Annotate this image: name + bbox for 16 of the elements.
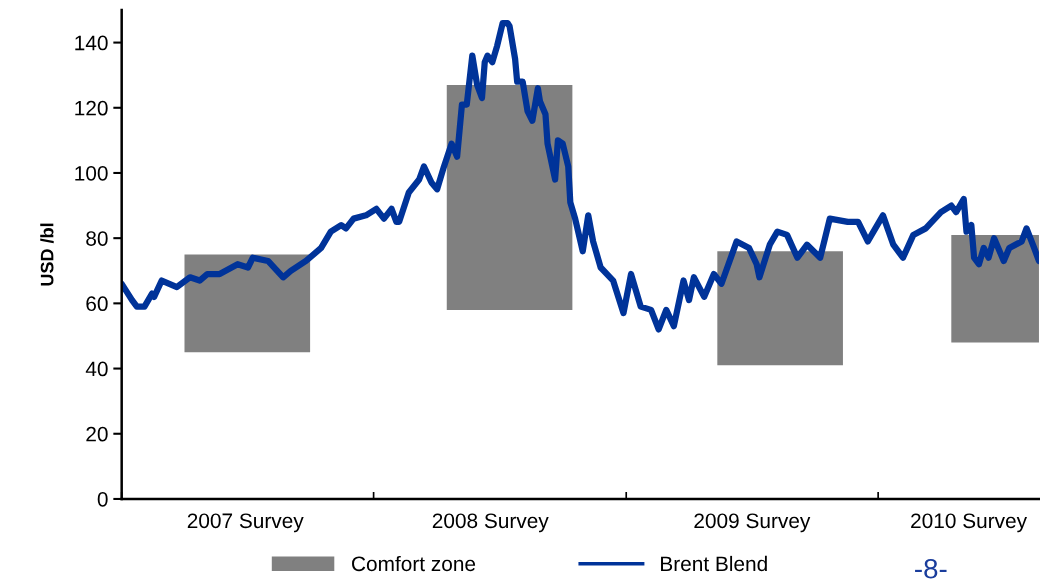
x-tick-label: 2008 Survey [432, 513, 549, 533]
y-tick-label: 80 [86, 231, 108, 246]
y-axis-title: USD /bl [40, 223, 54, 286]
y-tick-label: 40 [85, 361, 108, 377]
x-tick-label: 2007 Survey [187, 513, 304, 533]
x-tick-label: 2009 Survey [694, 513, 811, 533]
y-tick-label: 60 [86, 296, 108, 312]
y-tick-label: 100 [75, 165, 108, 181]
y-tick-label: 0 [97, 491, 108, 507]
x-tick-label: 2010 Survey [911, 513, 1028, 533]
text: -8- [915, 558, 947, 579]
legend-label: Brent Blend [661, 555, 767, 572]
y-tick-label: 120 [75, 100, 108, 116]
y-tick-label: 20 [86, 426, 108, 442]
y-tick-label: 140 [75, 35, 108, 51]
legend-label: Comfort zone [352, 555, 476, 572]
